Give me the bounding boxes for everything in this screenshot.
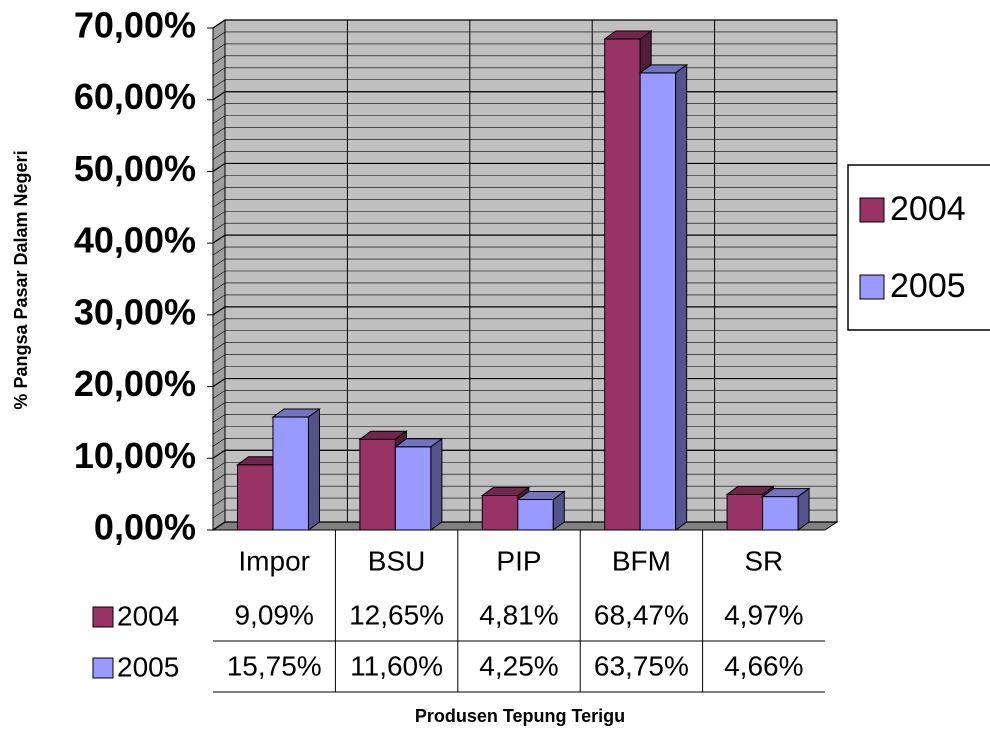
y-tick-label: 10,00% <box>74 435 196 476</box>
bar-side <box>308 409 319 530</box>
x-tick-label: SR <box>744 545 783 576</box>
table-value: 68,47% <box>594 599 689 630</box>
table-value: 4,81% <box>479 599 558 630</box>
table-legend-key <box>93 658 113 678</box>
table-value: 4,25% <box>479 650 558 681</box>
x-tick-label: PIP <box>496 545 541 576</box>
bar-side <box>676 65 687 530</box>
bar <box>640 73 675 530</box>
table-value: 4,97% <box>724 599 803 630</box>
table-legend-key <box>93 607 113 627</box>
bar-side <box>431 439 442 530</box>
x-tick-label: BSU <box>368 545 426 576</box>
x-tick-label: Impor <box>238 545 310 576</box>
legend-label: 2005 <box>890 267 966 305</box>
table-value: 12,65% <box>349 599 444 630</box>
legend-label: 2004 <box>890 190 966 228</box>
y-tick-label: 60,00% <box>74 76 196 117</box>
table-value: 9,09% <box>234 599 313 630</box>
x-tick-label: BFM <box>612 545 671 576</box>
y-tick-label: 40,00% <box>74 220 196 261</box>
page: % Pangsa Pasar Dalam Negeri Produsen Tep… <box>0 0 990 736</box>
y-axis-label: % Pangsa Pasar Dalam Negeri <box>11 150 31 409</box>
x-axis-label: Produsen Tepung Terigu <box>415 706 625 726</box>
table-value: 63,75% <box>594 650 689 681</box>
y-tick-label: 20,00% <box>74 363 196 404</box>
y-tick-label: 30,00% <box>74 291 196 332</box>
bar <box>727 494 762 530</box>
bar <box>482 496 517 530</box>
table-value: 11,60% <box>350 650 443 681</box>
y-tick-label: 0,00% <box>94 507 196 548</box>
table-row-label: 2005 <box>117 651 179 682</box>
y-tick-label: 50,00% <box>74 148 196 189</box>
bar <box>763 497 798 530</box>
table-value: 4,66% <box>724 650 803 681</box>
bar <box>237 465 272 530</box>
y-tick-label: 70,00% <box>74 5 196 46</box>
bar <box>273 417 308 530</box>
bar <box>395 447 430 530</box>
bar <box>605 39 640 530</box>
bar-side <box>798 489 809 530</box>
chart: % Pangsa Pasar Dalam Negeri Produsen Tep… <box>0 0 990 731</box>
legend-key <box>860 198 884 222</box>
legend-key <box>860 275 884 299</box>
bar <box>518 500 553 530</box>
bar <box>360 439 395 530</box>
table-row-label: 2004 <box>117 600 179 631</box>
table-value: 15,75% <box>227 650 322 681</box>
